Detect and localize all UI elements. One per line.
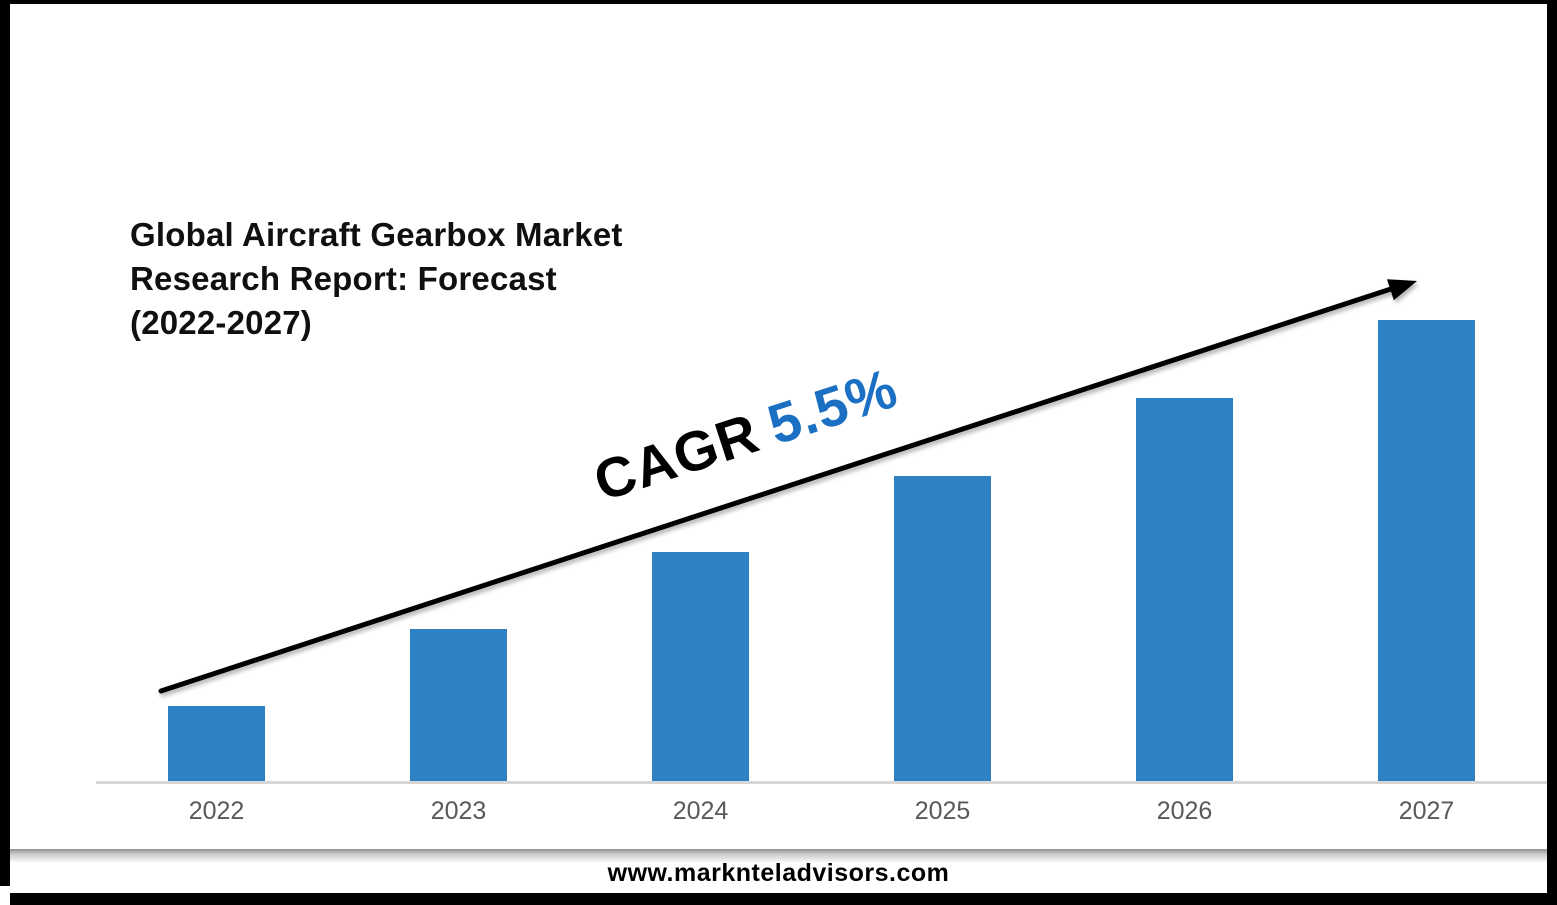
frame-border-left [0,0,10,886]
chart-title-line-1: Global Aircraft Gearbox Market [130,216,623,253]
xtick-2024: 2024 [672,797,729,825]
chart-title-line-3: (2022-2027) [130,304,312,341]
bar-2024 [652,552,749,783]
chart-title-line-2: Research Report: Forecast [130,260,557,297]
bar-2026 [1136,398,1233,783]
footer-website-url: www.marknteladvisors.com [607,859,950,887]
bar-2022 [168,706,265,783]
x-axis-line [96,781,1547,784]
footer-black-bar [10,893,1557,905]
xtick-2027: 2027 [1398,797,1455,825]
bar-2027 [1378,320,1475,783]
xtick-2026: 2026 [1156,797,1213,825]
bar-2025 [894,476,991,783]
xtick-2022: 2022 [188,797,245,825]
frame-border-right [1547,0,1557,905]
chart-title: Global Aircraft Gearbox Market Research … [130,213,770,345]
xtick-2023: 2023 [430,797,487,825]
xtick-2025: 2025 [914,797,971,825]
frame-border-top [0,0,1557,4]
footer-gradient-divider [0,849,1557,863]
bar-2023 [410,629,507,783]
